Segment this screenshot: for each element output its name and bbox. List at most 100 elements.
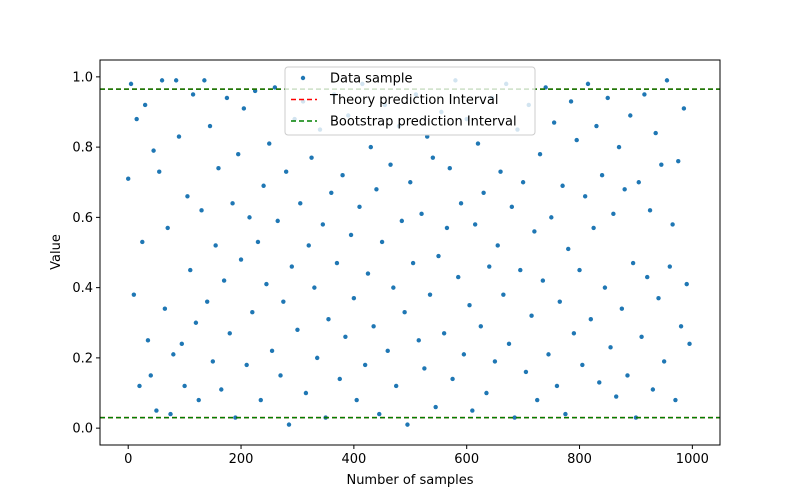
data-point (422, 366, 427, 371)
data-point (616, 144, 622, 150)
data-point (365, 271, 371, 276)
y-tick-label: 0.6 (72, 211, 93, 226)
data-point (393, 383, 399, 389)
data-point (357, 204, 362, 210)
data-point (650, 387, 656, 392)
data-point (221, 278, 227, 283)
data-point (312, 285, 317, 290)
data-point (126, 176, 131, 181)
data-point (190, 92, 196, 97)
x-tick-label: 0 (124, 452, 132, 467)
data-point (255, 239, 261, 245)
data-point (619, 306, 625, 311)
data-point (196, 397, 201, 403)
data-point (283, 169, 289, 174)
data-point (145, 338, 151, 343)
data-point (238, 257, 244, 262)
data-point (492, 359, 498, 364)
data-point (529, 313, 534, 318)
data-point (388, 162, 393, 167)
x-axis-label: Number of samples (346, 473, 473, 488)
data-point (659, 162, 664, 167)
data-point (599, 173, 605, 178)
data-point (467, 302, 472, 308)
data-point (154, 408, 159, 413)
data-point (286, 422, 292, 427)
data-point (602, 285, 608, 290)
data-point (402, 310, 407, 315)
data-point (173, 78, 179, 83)
data-point (179, 341, 185, 347)
data-point (362, 362, 368, 368)
data-point (142, 102, 148, 108)
data-point (585, 81, 591, 87)
x-tick-label: 600 (454, 452, 479, 467)
data-point (351, 295, 357, 301)
data-point (656, 295, 661, 301)
data-point (678, 324, 684, 329)
data-point (281, 299, 286, 304)
data-point (303, 390, 309, 396)
data-point (250, 310, 255, 315)
data-point (487, 264, 492, 269)
data-point (298, 201, 303, 206)
data-point (408, 180, 413, 185)
data-point (512, 415, 517, 420)
data-point (577, 267, 582, 273)
data-point (661, 359, 667, 364)
data-point (475, 141, 481, 146)
data-point (532, 229, 537, 234)
data-point (348, 232, 354, 238)
data-point (427, 292, 433, 297)
x-tick-label: 1000 (676, 452, 709, 467)
legend-marker (300, 75, 306, 81)
data-point (326, 317, 331, 322)
data-point (554, 383, 560, 389)
data-point (159, 78, 165, 83)
data-point (540, 278, 546, 283)
data-point (667, 264, 672, 269)
data-point (216, 165, 221, 171)
data-point (611, 211, 616, 217)
data-point (374, 187, 379, 192)
data-point (639, 334, 644, 340)
data-point (563, 411, 568, 417)
data-point (185, 194, 190, 199)
data-point (470, 408, 475, 413)
data-point (233, 415, 238, 420)
data-point (441, 331, 447, 336)
data-point (236, 151, 241, 157)
data-point (151, 148, 156, 153)
data-point (676, 158, 681, 164)
data-point (399, 218, 405, 224)
data-point (551, 120, 557, 125)
data-point (456, 274, 461, 280)
data-point (213, 243, 218, 248)
data-point (272, 85, 278, 90)
data-point (202, 78, 207, 83)
data-point (278, 373, 283, 378)
y-tick-label: 1.0 (72, 70, 93, 85)
data-point (633, 415, 639, 420)
data-point (673, 397, 678, 403)
data-point (165, 225, 170, 231)
data-point (148, 373, 153, 378)
data-point (193, 320, 199, 325)
data-point (520, 180, 526, 185)
data-point (574, 137, 579, 143)
data-point (182, 383, 187, 389)
data-point (244, 362, 249, 368)
data-point (628, 113, 633, 118)
data-point (258, 397, 263, 403)
data-point (546, 352, 551, 357)
data-point (506, 341, 512, 347)
data-point (518, 267, 523, 273)
data-point (582, 194, 588, 199)
data-point (134, 116, 139, 122)
data-point (171, 352, 176, 357)
data-point (472, 222, 478, 227)
data-point (379, 239, 385, 245)
data-point (306, 243, 311, 248)
data-point (219, 387, 224, 392)
data-point (385, 348, 390, 354)
